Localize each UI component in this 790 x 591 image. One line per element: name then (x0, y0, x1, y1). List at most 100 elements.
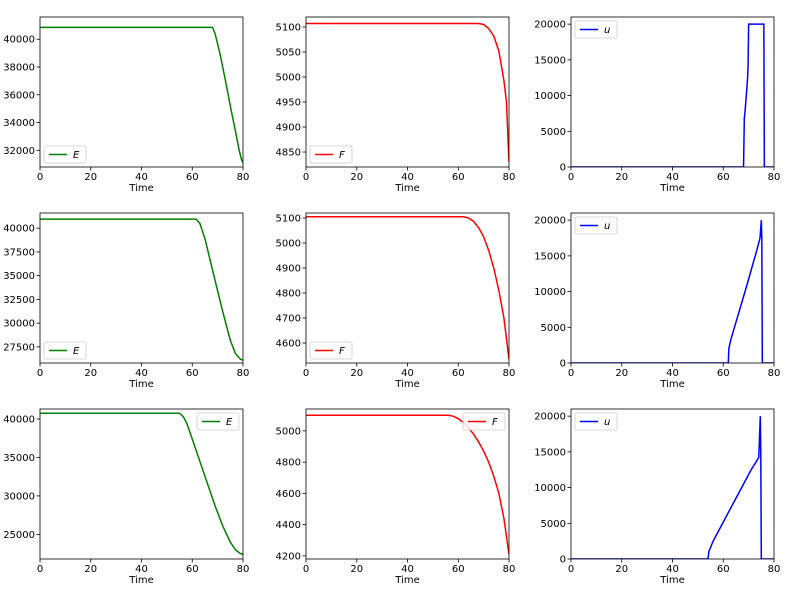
y-tick-label: 38000 (3, 63, 35, 74)
y-tick-label: 37500 (3, 247, 35, 258)
y-tick-label: 5100 (276, 214, 301, 225)
legend-label: E (73, 346, 80, 357)
y-tick-label: 0 (560, 359, 566, 370)
y-tick-label: 20000 (534, 412, 566, 423)
x-tick-label: 40 (666, 172, 679, 183)
x-axis-label: Time (394, 575, 419, 586)
series-line-F (306, 22, 509, 163)
legend-label: u (604, 25, 610, 36)
panel-6: 0 20 40 60 80 0 5000 10000 15000 20000 Time u (534, 212, 781, 390)
y-tick-label: 15000 (534, 447, 566, 458)
y-tick-label: 5000 (541, 323, 566, 334)
legend-label: F (339, 150, 345, 161)
x-axis-label: Time (394, 379, 419, 390)
legend-label: F (339, 346, 345, 357)
y-tick-label: 4900 (276, 123, 301, 134)
legend-label: u (604, 221, 610, 232)
x-axis-label: Time (659, 379, 684, 390)
panel-9: 0 20 40 60 80 0 5000 10000 15000 20000 Time u (534, 408, 781, 586)
x-axis-label: Time (394, 183, 419, 194)
axes-frame (305, 212, 510, 364)
legend: F (309, 145, 353, 164)
y-tick-label: 4800 (276, 289, 301, 300)
y-tick-label: 5000 (276, 239, 301, 250)
x-tick-label: 80 (768, 368, 781, 379)
y-tick-label: 15000 (534, 251, 566, 262)
x-tick-label: 80 (503, 368, 516, 379)
y-tick-label: 5000 (541, 519, 566, 530)
y-tick-label: 4800 (276, 458, 301, 469)
x-tick-label: 60 (452, 172, 465, 183)
x-tick-label: 20 (615, 368, 628, 379)
axes-frame (305, 16, 510, 168)
x-tick-label: 0 (303, 564, 309, 575)
legend: u (574, 20, 618, 39)
y-tick-label: 0 (560, 163, 566, 174)
y-tick-label: 4700 (276, 314, 301, 325)
legend-label: E (226, 417, 233, 428)
axes-frame (39, 212, 244, 364)
x-tick-label: 0 (37, 564, 43, 575)
axes-frame (570, 212, 775, 364)
x-tick-label: 0 (568, 172, 574, 183)
x-tick-label: 20 (84, 172, 97, 183)
y-tick-label: 25000 (3, 530, 35, 541)
series-line-u (571, 23, 774, 167)
legend-label: F (492, 417, 498, 428)
x-tick-label: 0 (37, 368, 43, 379)
x-tick-label: 40 (401, 172, 414, 183)
x-axis-label: Time (128, 575, 153, 586)
x-tick-label: 20 (84, 564, 97, 575)
series-line-E (40, 412, 243, 556)
y-tick-label: 32000 (3, 146, 35, 157)
y-tick-label: 4950 (276, 98, 301, 109)
x-tick-label: 20 (350, 368, 363, 379)
x-tick-label: 80 (237, 368, 250, 379)
y-tick-label: 40000 (3, 415, 35, 426)
y-tick-label: 4600 (276, 339, 301, 350)
y-tick-label: 27500 (3, 342, 35, 353)
x-tick-label: 60 (717, 368, 730, 379)
y-tick-label: 4900 (276, 264, 301, 275)
axes-frame (570, 408, 775, 560)
series-line-F (306, 414, 509, 555)
y-tick-label: 35000 (3, 453, 35, 464)
y-tick-label: 4600 (276, 489, 301, 500)
series-line-u (571, 416, 774, 559)
y-tick-label: 0 (560, 555, 566, 566)
series-line-F (306, 216, 509, 360)
x-axis-label: Time (659, 575, 684, 586)
y-tick-label: 5000 (276, 73, 301, 84)
y-tick-label: 4400 (276, 520, 301, 531)
y-tick-label: 15000 (534, 55, 566, 66)
x-tick-label: 40 (135, 564, 148, 575)
x-tick-label: 0 (37, 172, 43, 183)
axes-frame (570, 16, 775, 168)
panel-8: 0 20 40 60 80 4200 4400 4600 4800 5000 Time F (276, 408, 515, 586)
x-tick-label: 0 (568, 564, 574, 575)
axes-frame (39, 16, 244, 168)
x-tick-label: 80 (768, 172, 781, 183)
x-tick-label: 40 (135, 368, 148, 379)
y-tick-label: 40000 (3, 224, 35, 235)
y-tick-label: 5000 (276, 426, 301, 437)
x-axis-label: Time (128, 379, 153, 390)
legend: E (43, 145, 87, 164)
y-tick-label: 30000 (3, 319, 35, 330)
x-tick-label: 40 (666, 368, 679, 379)
legend-label: u (604, 417, 610, 428)
x-tick-label: 60 (717, 172, 730, 183)
x-tick-label: 0 (568, 368, 574, 379)
y-tick-label: 36000 (3, 90, 35, 101)
panel-7: 0 20 40 60 80 25000 30000 35000 40000 Time E (3, 408, 249, 586)
x-tick-label: 60 (717, 564, 730, 575)
x-tick-label: 20 (350, 564, 363, 575)
x-axis-label: Time (128, 183, 153, 194)
x-tick-label: 60 (452, 368, 465, 379)
x-tick-label: 80 (768, 564, 781, 575)
y-tick-label: 4850 (276, 148, 301, 159)
series-line-E (40, 26, 243, 164)
y-tick-label: 20000 (534, 216, 566, 227)
legend: F (462, 412, 506, 431)
